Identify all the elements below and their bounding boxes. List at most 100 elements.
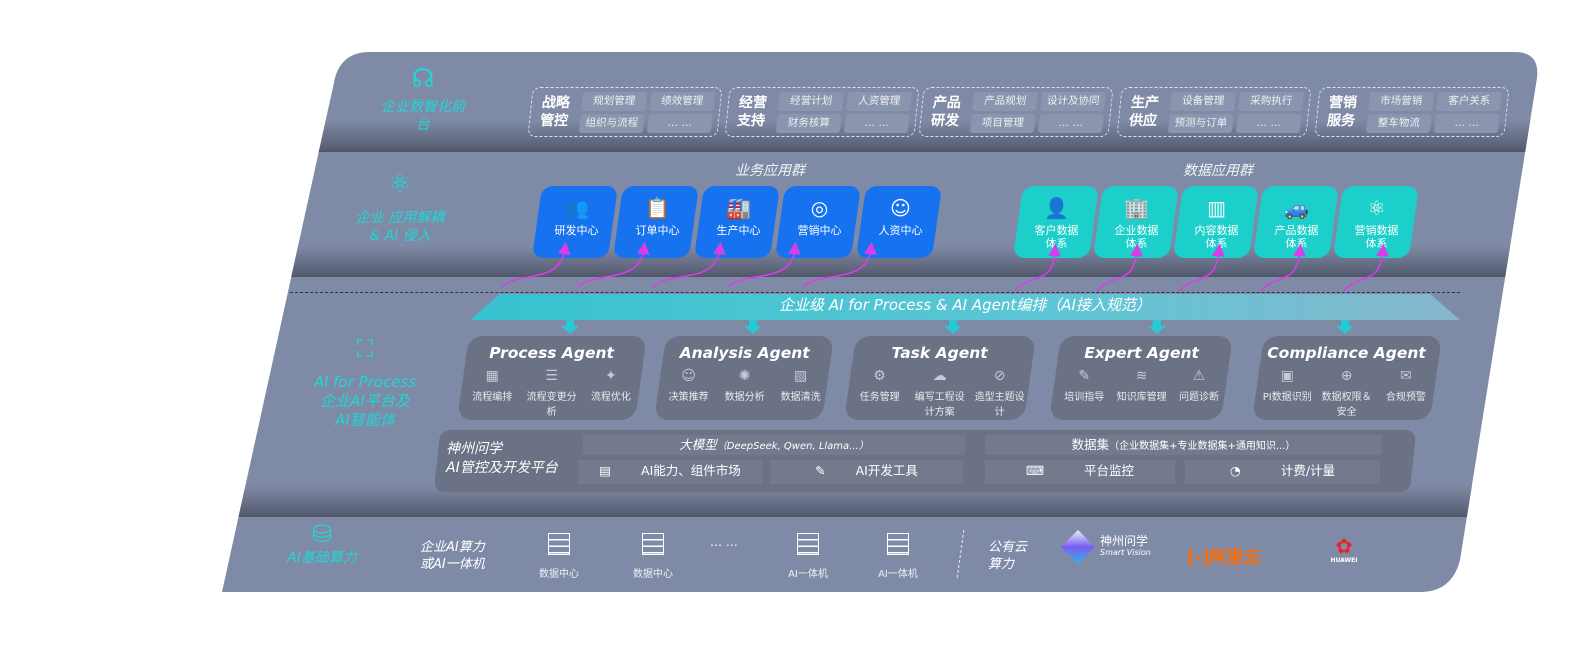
monitor-icon: ⌨ [1025, 463, 1045, 478]
capability-label: 数据权限＆安全 [1321, 392, 1372, 418]
down-arrow [744, 320, 762, 334]
capability-icon: ☰ [545, 368, 558, 384]
agent-capability: ▣ PI数据识别 [1258, 368, 1317, 418]
server-icon [548, 533, 570, 555]
arrow [727, 241, 801, 288]
agent-capability: ⊘ 造型主题设计 [970, 368, 1029, 418]
server-data-center: 数据中心 [539, 533, 579, 580]
capability-icon: ▧ [794, 368, 808, 384]
agent-capability: ⚙ 任务管理 [850, 368, 909, 418]
agent-card[interactable]: Task Agent ⚙ 任务管理 ☁ 编写工程设计方案 ⊘ 造型主题设计 [844, 336, 1036, 420]
public-cloud-label: 公有云 算力 [988, 540, 1028, 572]
down-arrow [944, 320, 962, 334]
down-arrow [1336, 320, 1354, 334]
ai-orchestration-banner [470, 294, 1460, 320]
capability-label: 决策推荐 [668, 392, 709, 403]
arrow [652, 241, 726, 288]
capability-label: 任务管理 [859, 392, 900, 403]
agent-name: Task Agent [891, 344, 988, 362]
server-icon [887, 533, 909, 555]
capability-label: 流程优化 [590, 392, 631, 403]
platform-name: 神州问学 AI管控及开发平台 [446, 441, 558, 476]
capability-label: 造型主题设计 [974, 392, 1025, 418]
private-compute-label: 企业AI算力 或AI一体机 [420, 540, 485, 572]
huawei-logo: ✿ HUAWEI [1330, 534, 1358, 564]
capability-icon: ⚠ [1192, 368, 1206, 384]
server-data-center: 数据中心 [633, 533, 673, 580]
agent-capability: ⊕ 数据权限＆安全 [1317, 368, 1376, 418]
agent-name: Compliance Agent [1267, 344, 1426, 362]
agent-capability: ▧ 数据清洗 [773, 368, 828, 403]
server-icon [642, 533, 664, 555]
capability-label: 问题诊断 [1178, 392, 1219, 403]
server-ai-appliance: AI一体机 [788, 533, 828, 580]
capability-label: 流程编排 [472, 392, 513, 403]
capability-label: 知识库管理 [1116, 392, 1167, 403]
capability-label: 流程变更分析 [526, 392, 577, 418]
brain-icon: ☊ [411, 64, 435, 94]
capability-icon: ☺ [681, 368, 696, 384]
agent-card[interactable]: Process Agent ▦ 流程编排 ☰ 流程变更分析 ✦ 流程优化 [457, 336, 647, 420]
market-icon: ▤ [599, 463, 612, 478]
capability-label: 合规预警 [1385, 392, 1426, 403]
capability-icon: ✦ [605, 368, 617, 384]
tool-ai-dev[interactable]: ✎ AI开发工具 [770, 460, 963, 484]
arrow [501, 241, 571, 288]
agent-capability: ✺ 数据分析 [717, 368, 772, 403]
capability-label: PI数据识别 [1262, 392, 1312, 403]
capability-label: 数据清洗 [780, 392, 821, 403]
dataset-header: 数据集（企业数据集+专业数据集+通用知识...） [985, 435, 1382, 455]
agent-capability: ▦ 流程编排 [463, 368, 522, 418]
capability-icon: ⚙ [873, 368, 886, 384]
capability-icon: ▣ [1280, 368, 1294, 384]
arrow [1343, 243, 1389, 291]
molecule-icon: ⚛ [388, 169, 412, 199]
llm-header: 大模型（DeepSeek, Qwen, Llama...） [583, 435, 965, 455]
tool-billing[interactable]: ◔ 计费/计量 [1185, 460, 1380, 484]
capability-label: 培训指导 [1064, 392, 1105, 403]
tool-monitor[interactable]: ⌨ 平台监控 [985, 460, 1175, 484]
capability-label: 数据分析 [724, 392, 765, 403]
capability-icon: ⊘ [993, 368, 1006, 384]
capability-icon: ⊕ [1340, 368, 1353, 384]
ellipsis: … … [710, 535, 738, 549]
front-layer-label: ☊ 企业数智化前台 [378, 64, 468, 134]
agent-capability: ⚠ 问题诊断 [1171, 368, 1228, 403]
face-scan-icon: ⛶ [356, 335, 374, 363]
agent-name: Analysis Agent [679, 344, 810, 362]
agent-card[interactable]: Analysis Agent ☺ 决策推荐 ✺ 数据分析 ▧ 数据清洗 [654, 336, 834, 420]
dev-tool-icon: ✎ [815, 463, 826, 478]
banner-text: 企业级 AI for Process & AI Agent编排（AI接入规范） [779, 296, 1151, 314]
agent-capability: ≋ 知识库管理 [1113, 368, 1170, 403]
business-apps-title: 业务应用群 [735, 163, 805, 179]
data-apps-title: 数据应用群 [1183, 163, 1253, 179]
tool-ai-market[interactable]: ▤ AI能力、组件市场 [578, 460, 762, 484]
arrow [577, 241, 650, 288]
capability-icon: ✉ [1400, 368, 1412, 384]
aliyun-logo: [-]阿里云 [1187, 548, 1261, 568]
agent-capability: ✉ 合规预警 [1377, 368, 1436, 418]
down-arrow [561, 320, 579, 334]
capability-icon: ✎ [1078, 368, 1091, 384]
capability-icon: ▦ [485, 368, 499, 384]
capability-icon: ≋ [1135, 368, 1148, 384]
database-icon: ⛁ [311, 520, 333, 548]
server-ai-appliance: AI一体机 [878, 533, 918, 580]
dashed-separator [290, 292, 1460, 293]
agent-capability: ✦ 流程优化 [582, 368, 641, 418]
compute-layer-label: ⛁ AI基础算力 [272, 520, 372, 567]
agent-card[interactable]: Expert Agent ✎ 培训指导 ≋ 知识库管理 ⚠ 问题诊断 [1049, 336, 1233, 420]
capability-label: 编写工程设计方案 [914, 392, 965, 418]
arrow [1260, 243, 1306, 291]
down-arrow [1148, 320, 1166, 334]
smart-vision-logo: 神州问学 Smart Vision [1061, 530, 1151, 564]
agent-card[interactable]: Compliance Agent ▣ PI数据识别 ⊕ 数据权限＆安全 ✉ 合规预警 [1252, 336, 1442, 420]
gauge-icon: ◔ [1229, 463, 1241, 478]
agent-capability: ☁ 编写工程设计方案 [910, 368, 969, 418]
capability-icon: ✺ [738, 368, 751, 384]
arrow [1014, 243, 1062, 291]
capability-icon: ☁ [932, 368, 947, 384]
agent-name: Expert Agent [1084, 344, 1199, 362]
arrow [1096, 243, 1143, 291]
